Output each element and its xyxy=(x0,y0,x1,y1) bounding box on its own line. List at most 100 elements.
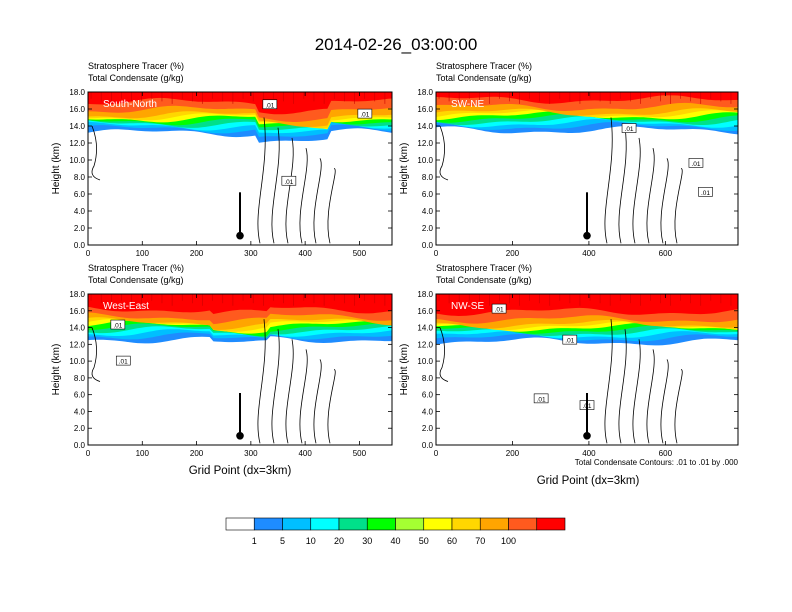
y-tick-label: 16.0 xyxy=(417,307,433,316)
contour-line xyxy=(285,339,294,444)
x-tick-label: 500 xyxy=(353,249,367,258)
condensate-contours xyxy=(439,319,683,444)
x-tick-label: 400 xyxy=(582,249,596,258)
panel-label: NW-SE xyxy=(451,301,484,312)
contour-line xyxy=(285,137,294,244)
y-tick-label: 14.0 xyxy=(69,324,85,333)
colorbar-swatch xyxy=(508,517,538,531)
contour-line xyxy=(257,117,266,244)
panel-label: West-East xyxy=(103,301,149,312)
y-tick-label: 6.0 xyxy=(422,190,434,199)
location-marker xyxy=(236,231,244,240)
y-axis-label: Height (km) xyxy=(399,143,410,195)
contour-line xyxy=(299,147,308,244)
contour-line xyxy=(299,349,308,444)
colorbar-label: 5 xyxy=(280,536,285,546)
contour-line xyxy=(646,147,655,244)
y-tick-label: 14.0 xyxy=(417,122,433,131)
y-tick-label: 12.0 xyxy=(417,340,433,349)
location-marker xyxy=(583,231,591,240)
condensate-contours xyxy=(91,319,336,444)
contour-line xyxy=(271,329,280,444)
x-tick-label: 100 xyxy=(136,249,150,258)
panel-subtitle-tracer: Stratosphere Tracer (%) xyxy=(436,263,532,273)
y-tick-label: 4.0 xyxy=(422,407,434,416)
colorbar-swatch xyxy=(366,517,396,531)
colorbar-swatch xyxy=(423,517,453,531)
plot-frame xyxy=(435,293,739,446)
y-tick-label: 12.0 xyxy=(69,139,85,148)
colorbar-swatch xyxy=(282,517,312,531)
contour-note: Total Condensate Contours: .01 to .01 by… xyxy=(575,458,739,467)
colorbar-swatch xyxy=(395,517,425,531)
contour-label-box xyxy=(621,123,637,133)
contour-line xyxy=(660,359,669,444)
y-tick-label: 0.0 xyxy=(422,441,434,450)
y-tick-label: 0.0 xyxy=(74,441,86,450)
colorbar-swatch xyxy=(225,517,255,531)
y-tick-label: 4.0 xyxy=(74,207,86,216)
y-tick-label: 0.0 xyxy=(74,241,86,250)
plot-frame xyxy=(87,91,393,246)
y-axis-label: Height (km) xyxy=(51,143,62,195)
contour-line xyxy=(271,127,280,244)
colorbar-label: 1 xyxy=(252,536,257,546)
contour-line xyxy=(632,137,641,244)
x-tick-label: 100 xyxy=(136,449,150,458)
y-tick-label: 2.0 xyxy=(74,424,86,433)
y-tick-label: 10.0 xyxy=(69,156,85,165)
panel-subtitle-tracer: Stratosphere Tracer (%) xyxy=(88,61,184,71)
contour-line xyxy=(618,127,627,244)
contour-label: .01 xyxy=(565,338,574,345)
tracer-band xyxy=(436,92,738,104)
condensate-contours xyxy=(91,117,336,244)
y-tick-label: 10.0 xyxy=(69,357,85,366)
y-tick-label: 10.0 xyxy=(417,156,433,165)
contour-label-box xyxy=(262,99,278,110)
plot-frame xyxy=(435,91,739,246)
y-tick-label: 2.0 xyxy=(422,424,434,433)
contour-line xyxy=(327,369,336,444)
panel-west-east: .01 .01 0.0 2.0 4.0 6.0 8.0 10.0 12.0 14.0 16.0 18.… xyxy=(51,263,393,458)
contour-label-box xyxy=(533,393,549,404)
contour-label: .01 xyxy=(119,359,128,366)
contour-label-box xyxy=(110,319,126,330)
x-tick-label: 400 xyxy=(582,449,596,458)
x-tick-label: 400 xyxy=(298,449,312,458)
tracer-band xyxy=(436,294,738,316)
contour-label-box xyxy=(698,187,713,197)
y-tick-label: 12.0 xyxy=(69,340,85,349)
y-tick-label: 6.0 xyxy=(74,190,86,199)
colorbar-label: 20 xyxy=(334,536,344,546)
contour-line xyxy=(604,319,613,444)
contour-line xyxy=(674,168,683,244)
colorbar-label: 30 xyxy=(362,536,372,546)
y-tick-label: 8.0 xyxy=(422,374,434,383)
tracer-field xyxy=(436,92,738,135)
panel-label: SW-NE xyxy=(451,99,484,110)
x-tick-label: 0 xyxy=(434,249,439,258)
contour-line xyxy=(313,359,322,444)
contour-label: .01 xyxy=(625,126,634,133)
x-axis-label-left: Grid Point (dx=3km) xyxy=(189,465,292,477)
contour-line xyxy=(91,125,101,181)
contour-label: .01 xyxy=(113,323,122,330)
contour-label-box xyxy=(491,303,507,314)
y-tick-label: 18.0 xyxy=(417,88,433,97)
contour-line xyxy=(257,319,266,444)
y-tick-label: 18.0 xyxy=(69,290,85,299)
tracer-field xyxy=(88,92,392,143)
y-tick-label: 8.0 xyxy=(422,173,434,182)
colorbar-label: 50 xyxy=(419,536,429,546)
tracer-field xyxy=(88,294,392,344)
x-tick-label: 300 xyxy=(244,449,258,458)
contour-label: .01 xyxy=(701,190,710,197)
panel-south-north: .01 .01 .01 0.0 2.0 4.0 6.0 8.0 10.0 12.0 14.0 16.0… xyxy=(51,61,393,258)
y-tick-label: 14.0 xyxy=(417,324,433,333)
tracer-field xyxy=(436,294,738,346)
contour-label: .01 xyxy=(284,179,293,186)
y-tick-label: 4.0 xyxy=(422,207,434,216)
contour-line xyxy=(604,117,613,244)
contour-line xyxy=(439,125,449,181)
x-tick-label: 0 xyxy=(86,449,91,458)
